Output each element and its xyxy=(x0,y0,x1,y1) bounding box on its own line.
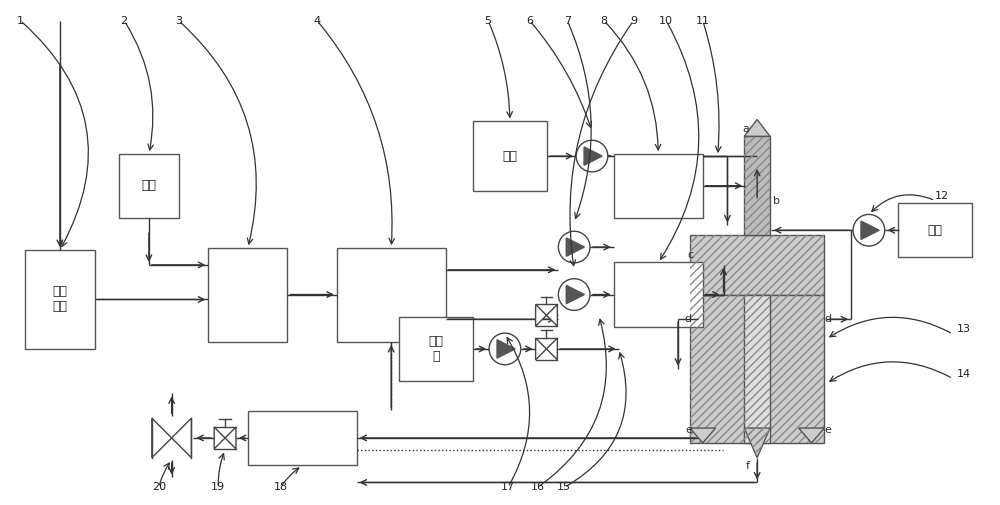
Text: 14: 14 xyxy=(957,369,971,379)
Text: d: d xyxy=(824,314,832,324)
Polygon shape xyxy=(497,340,515,358)
Polygon shape xyxy=(536,305,546,326)
FancyBboxPatch shape xyxy=(744,136,770,235)
FancyBboxPatch shape xyxy=(248,411,357,465)
FancyBboxPatch shape xyxy=(614,154,703,218)
Text: 16: 16 xyxy=(531,482,545,492)
Polygon shape xyxy=(566,285,584,304)
FancyBboxPatch shape xyxy=(690,294,824,443)
Text: 4: 4 xyxy=(313,16,321,26)
Text: 10: 10 xyxy=(659,16,673,26)
Text: 18: 18 xyxy=(273,482,288,492)
Text: 8: 8 xyxy=(600,16,607,26)
Text: 20: 20 xyxy=(152,482,166,492)
Polygon shape xyxy=(566,238,584,256)
Polygon shape xyxy=(584,147,602,165)
Text: 药剂: 药剂 xyxy=(141,179,156,192)
FancyBboxPatch shape xyxy=(473,122,547,191)
Text: 氧气: 氧气 xyxy=(928,224,943,237)
Polygon shape xyxy=(546,338,557,360)
FancyBboxPatch shape xyxy=(337,247,446,341)
Polygon shape xyxy=(690,428,716,443)
Circle shape xyxy=(558,279,590,311)
Text: 3: 3 xyxy=(175,16,182,26)
Text: 1: 1 xyxy=(17,16,24,26)
Polygon shape xyxy=(799,428,824,443)
Text: 2: 2 xyxy=(121,16,128,26)
Polygon shape xyxy=(214,427,225,449)
Polygon shape xyxy=(225,427,236,449)
Text: c: c xyxy=(688,250,694,260)
Text: 6: 6 xyxy=(526,16,533,26)
Text: f: f xyxy=(745,461,749,471)
FancyBboxPatch shape xyxy=(744,294,770,443)
Polygon shape xyxy=(744,120,770,136)
Text: e: e xyxy=(685,425,692,435)
FancyBboxPatch shape xyxy=(208,247,287,341)
Text: 11: 11 xyxy=(696,16,710,26)
Text: 酚类
废水: 酚类 废水 xyxy=(52,285,67,314)
FancyBboxPatch shape xyxy=(25,250,95,349)
Text: 19: 19 xyxy=(211,482,225,492)
Circle shape xyxy=(853,215,885,246)
Text: 燃料: 燃料 xyxy=(502,149,517,163)
Polygon shape xyxy=(172,418,191,458)
Polygon shape xyxy=(152,418,172,458)
Circle shape xyxy=(489,333,521,365)
FancyBboxPatch shape xyxy=(690,235,824,294)
Text: a: a xyxy=(742,124,749,134)
Text: 12: 12 xyxy=(935,190,949,200)
Text: 17: 17 xyxy=(501,482,515,492)
FancyBboxPatch shape xyxy=(614,263,703,327)
Circle shape xyxy=(576,140,608,172)
FancyBboxPatch shape xyxy=(399,317,473,381)
Polygon shape xyxy=(744,428,770,458)
Circle shape xyxy=(558,231,590,263)
Text: 5: 5 xyxy=(485,16,492,26)
FancyBboxPatch shape xyxy=(119,154,179,218)
Text: b: b xyxy=(773,195,780,206)
Polygon shape xyxy=(546,305,557,326)
Text: 7: 7 xyxy=(564,16,571,26)
Text: 蒸发
水: 蒸发 水 xyxy=(428,335,443,363)
Text: d: d xyxy=(685,314,692,324)
Polygon shape xyxy=(536,338,546,360)
Polygon shape xyxy=(861,221,879,239)
Text: 13: 13 xyxy=(957,324,971,334)
Text: 9: 9 xyxy=(630,16,637,26)
Text: e: e xyxy=(824,425,831,435)
Text: 15: 15 xyxy=(557,482,571,492)
FancyBboxPatch shape xyxy=(898,203,972,258)
